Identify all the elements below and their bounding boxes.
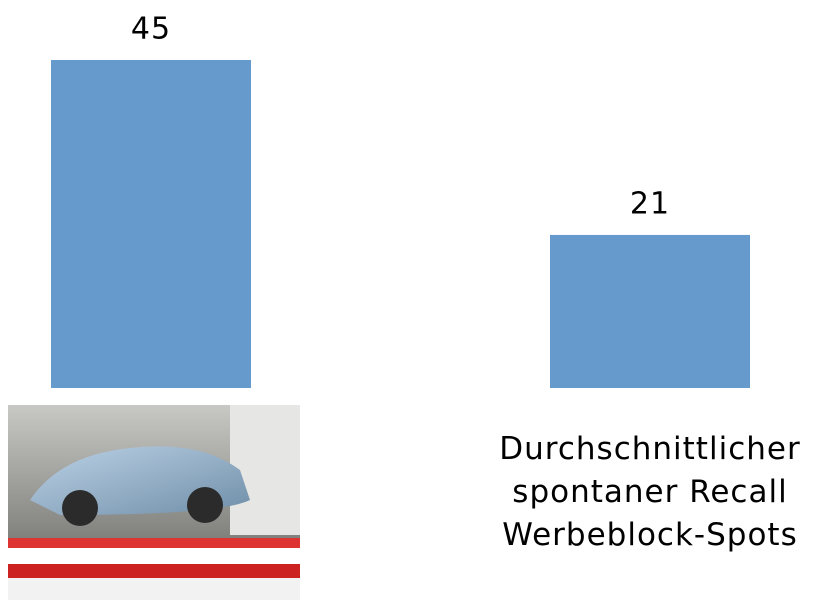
ad-image xyxy=(8,405,300,600)
bar xyxy=(51,60,251,388)
value-label: 21 xyxy=(630,186,670,221)
bar xyxy=(550,235,750,388)
category-label: Durchschnittlicher spontaner Recall Werb… xyxy=(470,428,830,557)
value-label: 45 xyxy=(131,12,171,47)
page: {"chart_data": {"type": "bar", "categori… xyxy=(0,0,839,602)
